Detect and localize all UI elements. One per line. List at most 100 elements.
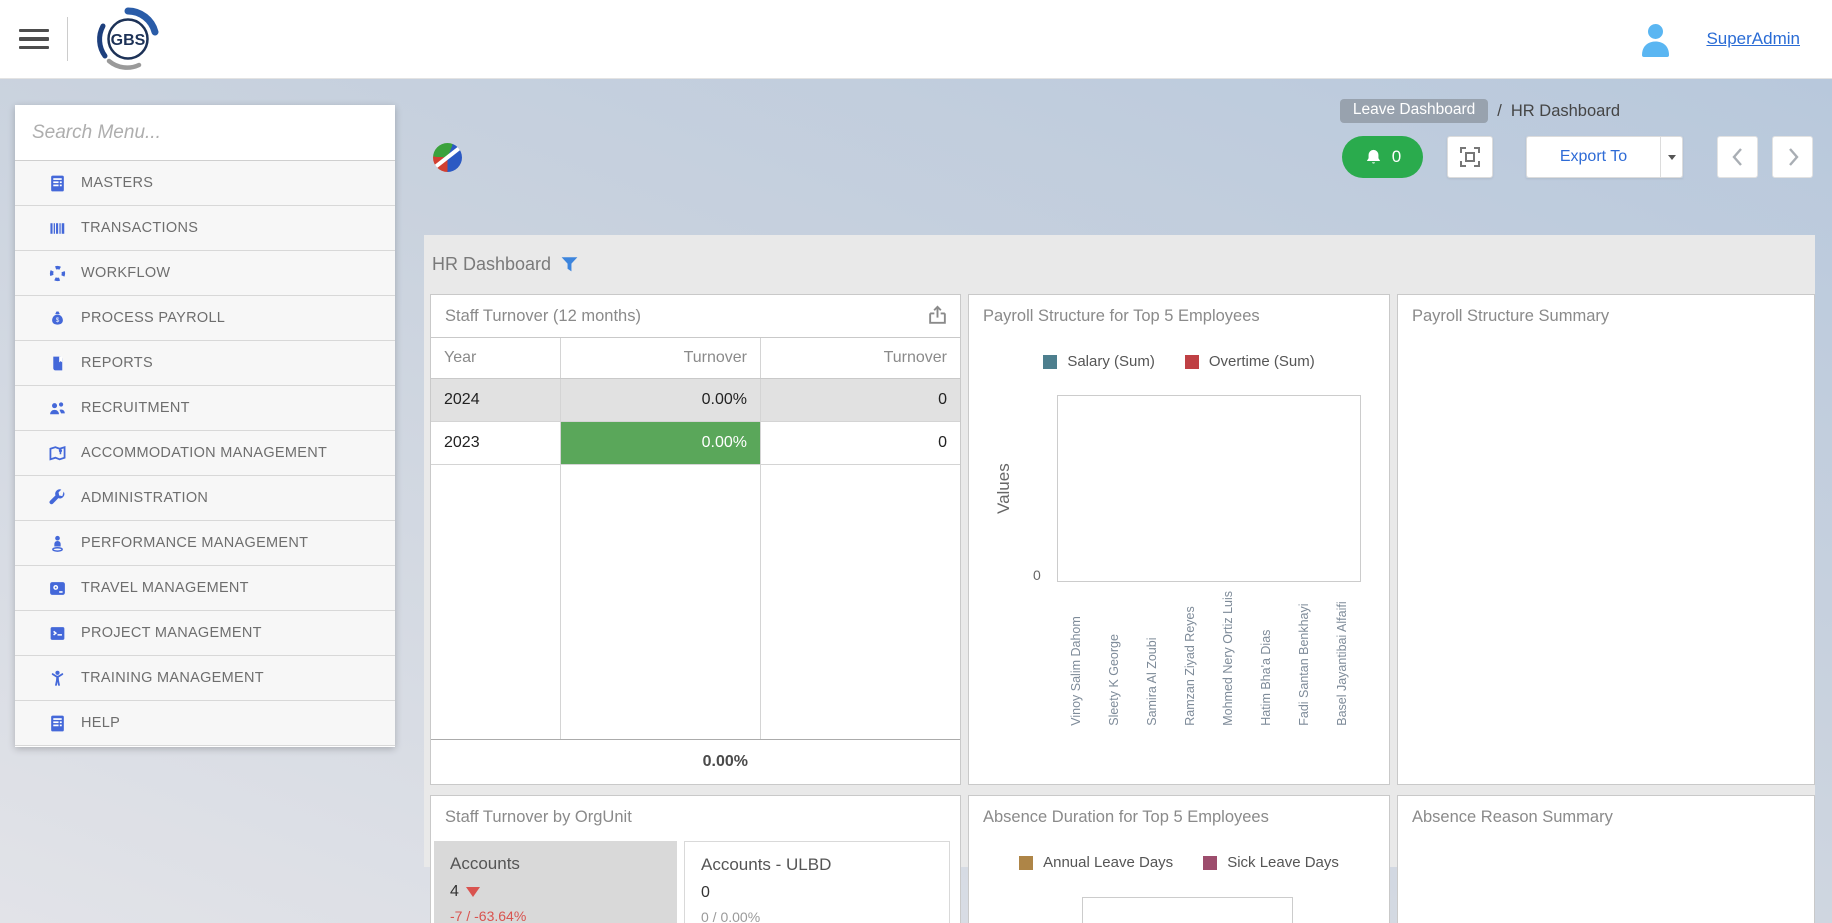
- sidebar-item-process-payroll[interactable]: $ PROCESS PAYROLL: [15, 296, 395, 341]
- user-icon[interactable]: [1639, 22, 1672, 57]
- orgunit-card-accounts-ulbd[interactable]: Accounts - ULBD 0 0 / 0.00%: [684, 841, 950, 923]
- workflow-icon: [46, 264, 68, 283]
- sidebar-item-label: PERFORMANCE MANAGEMENT: [81, 535, 309, 551]
- dashboard-title: HR Dashboard: [432, 254, 552, 274]
- search-wrap: [15, 105, 395, 161]
- chevron-left-icon: [1731, 148, 1742, 166]
- hamburger-menu-icon[interactable]: [19, 24, 49, 55]
- gbs-logo-icon: GBS: [97, 7, 159, 70]
- x-axis-label: Fadi Santan Benkhayi: [1297, 603, 1311, 726]
- legend-item-overtime[interactable]: Overtime (Sum): [1184, 353, 1315, 370]
- main-content: Leave Dashboard / HR Dashboard 0 Export …: [395, 79, 1832, 923]
- trend-down-icon: [465, 887, 480, 897]
- legend-label: Overtime (Sum): [1208, 353, 1315, 370]
- column-header-year[interactable]: Year: [431, 338, 561, 378]
- cell-turnover-count: 0: [938, 434, 947, 451]
- sidebar-item-label: PROJECT MANAGEMENT: [81, 625, 262, 641]
- sidebar: MASTERS TRANSACTIONS WORKFLOW: [15, 105, 395, 747]
- chart-legend: Annual Leave Days Sick Leave Days: [969, 854, 1389, 871]
- x-axis-labels: Vinoy Salim Dahom Sleety K George Samira…: [1057, 591, 1361, 726]
- legend-label: Salary (Sum): [1067, 353, 1155, 370]
- filter-icon[interactable]: [561, 256, 578, 273]
- legend-item-annual-leave[interactable]: Annual Leave Days: [1019, 854, 1173, 871]
- staff-turnover-panel: Staff Turnover (12 months) Year Turnover…: [430, 294, 961, 785]
- sidebar-item-reports[interactable]: REPORTS: [15, 341, 395, 386]
- fullscreen-button[interactable]: [1447, 136, 1493, 178]
- sidebar-item-accommodation[interactable]: ACCOMMODATION MANAGEMENT: [15, 431, 395, 476]
- table-row[interactable]: 2023 0.00% 0: [431, 422, 960, 465]
- panel-title: Absence Duration for Top 5 Employees: [983, 807, 1269, 826]
- user-link[interactable]: SuperAdmin: [1706, 29, 1800, 48]
- trainer-icon: [46, 669, 68, 688]
- panel-header: Staff Turnover by OrgUnit: [431, 796, 960, 838]
- prev-button[interactable]: [1717, 136, 1758, 178]
- cell-turnover-pct-selected: 0.00%: [561, 422, 761, 464]
- sidebar-item-label: TRANSACTIONS: [81, 220, 199, 236]
- sidebar-item-label: TRAVEL MANAGEMENT: [81, 580, 249, 596]
- orgunit-card-accounts[interactable]: Accounts 4 -7 / -63.64%: [434, 841, 677, 923]
- card-delta: 0 / 0.00%: [701, 909, 761, 923]
- legend-label: Sick Leave Days: [1227, 854, 1339, 871]
- panel-header: Absence Duration for Top 5 Employees: [969, 796, 1389, 838]
- sidebar-item-performance[interactable]: PERFORMANCE MANAGEMENT: [15, 521, 395, 566]
- sidebar-item-masters[interactable]: MASTERS: [15, 161, 395, 206]
- legend-item-sick-leave[interactable]: Sick Leave Days: [1203, 854, 1339, 871]
- column-header-turnover-pct[interactable]: Turnover: [561, 338, 761, 378]
- card-name: Accounts - ULBD: [701, 855, 832, 874]
- search-input[interactable]: [15, 105, 395, 160]
- chart-legend: Salary (Sum) Overtime (Sum): [969, 353, 1389, 370]
- dashboard-row-2: Staff Turnover by OrgUnit Accounts 4 -7 …: [430, 795, 1815, 923]
- breadcrumb-badge[interactable]: Leave Dashboard: [1339, 99, 1489, 123]
- sidebar-item-recruitment[interactable]: RECRUITMENT: [15, 386, 395, 431]
- bell-icon: [1366, 149, 1380, 163]
- panel-header: Payroll Structure Summary: [1398, 295, 1814, 337]
- export-panel-icon[interactable]: [927, 305, 948, 331]
- sidebar-item-project[interactable]: PROJECT MANAGEMENT: [15, 611, 395, 656]
- svg-text:GBS: GBS: [111, 32, 146, 49]
- panel-header: Absence Reason Summary: [1398, 796, 1814, 838]
- notification-count: 0: [1391, 147, 1402, 166]
- sidebar-item-help[interactable]: HELP: [15, 701, 395, 746]
- export-dropdown-button[interactable]: [1660, 136, 1683, 178]
- chevron-right-icon: [1788, 148, 1799, 166]
- x-axis-label: Basel Jayantibai Alfaifi: [1335, 601, 1349, 726]
- absence-chart-panel: Absence Duration for Top 5 Employees Ann…: [968, 795, 1390, 923]
- orgunit-cards: Accounts 4 -7 / -63.64% Accounts - ULBD: [431, 838, 960, 923]
- legend-swatch: [1184, 354, 1199, 369]
- dashboard-section: HR Dashboard Staff Turnover (12 months): [424, 235, 1815, 923]
- sidebar-item-label: WORKFLOW: [81, 265, 171, 281]
- legend-swatch: [1043, 354, 1058, 369]
- sidebar-item-label: ACCOMMODATION MANAGEMENT: [81, 445, 328, 461]
- card-value: 4: [450, 883, 459, 900]
- toolbar: 0 Export To: [424, 136, 1815, 178]
- form-icon: [46, 174, 68, 193]
- column-header-turnover-count[interactable]: Turnover: [883, 349, 947, 366]
- sidebar-item-workflow[interactable]: WORKFLOW: [15, 251, 395, 296]
- breadcrumb: Leave Dashboard / HR Dashboard: [424, 98, 1815, 124]
- legend-item-salary[interactable]: Salary (Sum): [1043, 353, 1155, 370]
- x-axis-label: Vinoy Salim Dahom: [1069, 616, 1083, 726]
- sidebar-item-travel[interactable]: TRAVEL MANAGEMENT: [15, 566, 395, 611]
- sidebar-item-transactions[interactable]: TRANSACTIONS: [15, 206, 395, 251]
- map-pin-icon: [46, 444, 68, 463]
- sidebar-item-training[interactable]: TRAINING MANAGEMENT: [15, 656, 395, 701]
- notifications-button[interactable]: 0: [1342, 136, 1423, 178]
- chevron-down-icon: [1667, 154, 1676, 160]
- cell-turnover-count: 0: [938, 391, 947, 408]
- dashboard-palette-icon[interactable]: [433, 142, 462, 172]
- legend-swatch: [1019, 855, 1034, 870]
- staff-turnover-table: Year Turnover Turnover 2024 0.00% 0 2023: [431, 337, 960, 784]
- sidebar-item-administration[interactable]: ADMINISTRATION: [15, 476, 395, 521]
- sidebar-item-label: HELP: [81, 715, 121, 731]
- panel-title: Payroll Structure Summary: [1412, 306, 1610, 325]
- export-group: Export To: [1526, 136, 1683, 178]
- sidebar-item-label: RECRUITMENT: [81, 400, 190, 416]
- export-button[interactable]: Export To: [1526, 136, 1660, 178]
- gbs-logo[interactable]: GBS: [95, 6, 161, 72]
- x-axis-label: Sleety K George: [1107, 634, 1121, 726]
- table-row[interactable]: 2024 0.00% 0: [431, 379, 960, 422]
- next-button[interactable]: [1772, 136, 1813, 178]
- sidebar-item-label: PROCESS PAYROLL: [81, 310, 226, 326]
- people-icon: [46, 399, 68, 418]
